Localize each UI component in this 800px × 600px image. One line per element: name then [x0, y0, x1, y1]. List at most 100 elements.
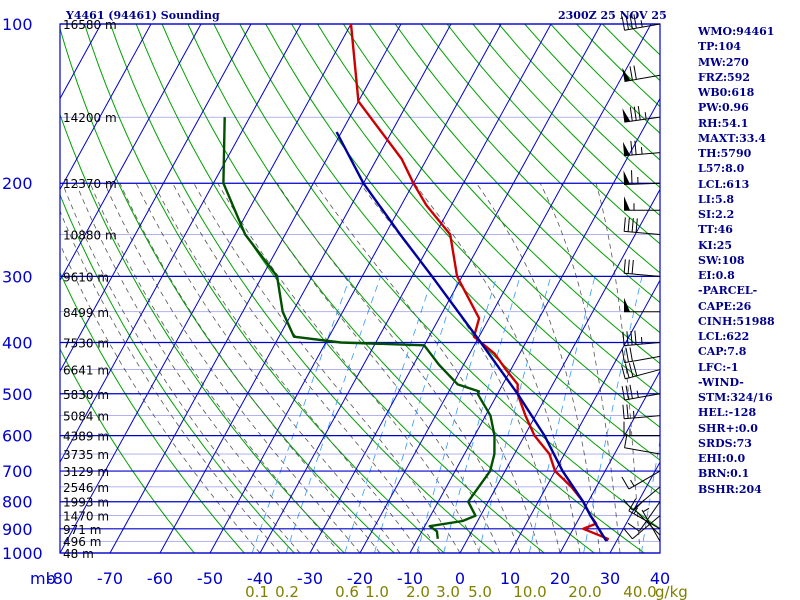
height-label: 48 m — [63, 547, 94, 561]
isotherm — [359, 24, 652, 553]
dry-adiabat — [135, 24, 545, 553]
wind-barb — [623, 217, 661, 236]
stat-item: SW:108 — [698, 253, 745, 267]
pressure-tick-label: 1000 — [2, 544, 43, 563]
stat-item: TP:104 — [698, 40, 742, 54]
stat-item: HEL:-128 — [698, 406, 757, 420]
height-label: 5830 m — [63, 388, 109, 402]
height-label: 5084 m — [63, 410, 109, 424]
stat-item: MAXT:33.4 — [698, 131, 766, 145]
height-label: 16580 m — [63, 18, 117, 32]
height-label: 7530 m — [63, 336, 109, 350]
barb-flag — [630, 330, 633, 345]
height-label: 496 m — [63, 535, 101, 549]
mixing-ratio-label: 40.0 — [623, 583, 656, 600]
barb-flag — [635, 218, 638, 233]
wind-barb — [624, 297, 660, 313]
mixing-ratio-label: 0.2 — [275, 583, 299, 600]
barb-flag — [633, 106, 637, 121]
barb-flag — [634, 140, 637, 155]
barb-flag — [627, 259, 630, 274]
mixing-ratio-label: 5.0 — [468, 583, 492, 600]
stat-item: -PARCEL- — [698, 284, 758, 298]
barb-pennant — [624, 297, 630, 312]
temperature-tick-label: 40 — [650, 569, 670, 588]
moist-adiabat — [60, 209, 281, 553]
mixing-ratio-line — [285, 276, 381, 553]
barb-staff — [641, 509, 661, 542]
barb-flag — [629, 66, 633, 81]
barb-flag — [629, 347, 633, 362]
mixing-ratio-line — [374, 276, 460, 553]
wind-barb — [623, 421, 660, 437]
barb-staff — [624, 230, 661, 236]
barb-flag — [622, 404, 625, 419]
pressure-tick-label: 600 — [2, 427, 33, 446]
height-label: 2546 m — [63, 481, 109, 495]
height-label: 12370 m — [63, 177, 117, 191]
stat-item: SRDS:73 — [698, 436, 752, 450]
moist-adiabat — [153, 183, 421, 553]
wind-barb — [622, 106, 661, 123]
height-label: 10880 m — [63, 229, 117, 243]
barb-staff — [624, 355, 661, 364]
stat-item: CINH:51988 — [698, 314, 775, 328]
temperature-tick-label: 10 — [500, 569, 520, 588]
stat-item: LCL:613 — [698, 177, 750, 191]
stat-item: EHI:0.0 — [698, 452, 746, 465]
barb-flag — [629, 14, 633, 29]
wind-barb — [621, 347, 661, 364]
barb-half-flag — [640, 337, 643, 345]
moist-adiabat — [413, 182, 581, 553]
barb-staff — [624, 272, 661, 277]
stat-item: WMO:94461 — [698, 25, 775, 38]
barb-flag — [628, 363, 634, 377]
barb-flag — [623, 499, 633, 511]
barb-pennant — [622, 67, 631, 82]
mixing-ratio-label: 2.0 — [406, 583, 430, 600]
barb-flag — [623, 527, 633, 540]
barb-flag — [632, 362, 638, 376]
stat-item: L57:8.0 — [698, 162, 745, 176]
pressure-tick-label: 500 — [2, 385, 33, 404]
barb-flag — [626, 331, 629, 346]
barb-flag — [624, 364, 630, 378]
dewpoint-profile — [222, 117, 496, 539]
valid-time: 2300Z 25 NOV 25 — [558, 9, 667, 22]
barb-flag — [625, 15, 629, 30]
plot-frame — [59, 23, 661, 554]
stat-item: LCL:622 — [698, 330, 750, 343]
pressure-tick-label: 900 — [2, 520, 33, 539]
barb-flag — [634, 330, 637, 345]
barb-staff — [624, 447, 661, 455]
barb-flag — [623, 259, 626, 274]
stat-item: RH:54.1 — [698, 116, 749, 130]
mixing-ratio-line — [641, 438, 660, 553]
mixing-ratio-label: 3.0 — [436, 583, 460, 600]
stat-item: STM:324/16 — [698, 391, 773, 404]
temperature-tick-label: 20 — [550, 569, 570, 588]
wind-barb — [622, 140, 661, 157]
wind-barb — [621, 384, 661, 401]
stat-item: TT:46 — [698, 223, 733, 237]
pressure-tick-label: 800 — [2, 493, 33, 512]
temperature-tick-label: 30 — [600, 569, 620, 588]
stats-panel: WMO:94461 TP:104 MW:270 FRZ:592 WB0:618 PW:0.… — [698, 24, 775, 497]
background-grid — [60, 24, 660, 553]
barb-staff — [624, 393, 661, 401]
stat-item: EI:0.8 — [698, 269, 735, 282]
wind-barb — [621, 362, 661, 380]
mixing-ratio-label: 10.0 — [513, 583, 546, 600]
barb-half-flag — [640, 20, 643, 28]
wind-barb — [624, 433, 661, 455]
isotherm — [109, 24, 402, 553]
temperature-tick-label: -10 — [397, 569, 423, 588]
wind-barb — [622, 65, 661, 83]
barb-flag — [628, 498, 637, 512]
moist-adiabat — [60, 242, 261, 553]
stat-item: LI:5.8 — [698, 192, 735, 206]
isotherm — [259, 24, 552, 553]
barb-flag — [625, 385, 629, 400]
barb-half-flag — [632, 410, 635, 418]
